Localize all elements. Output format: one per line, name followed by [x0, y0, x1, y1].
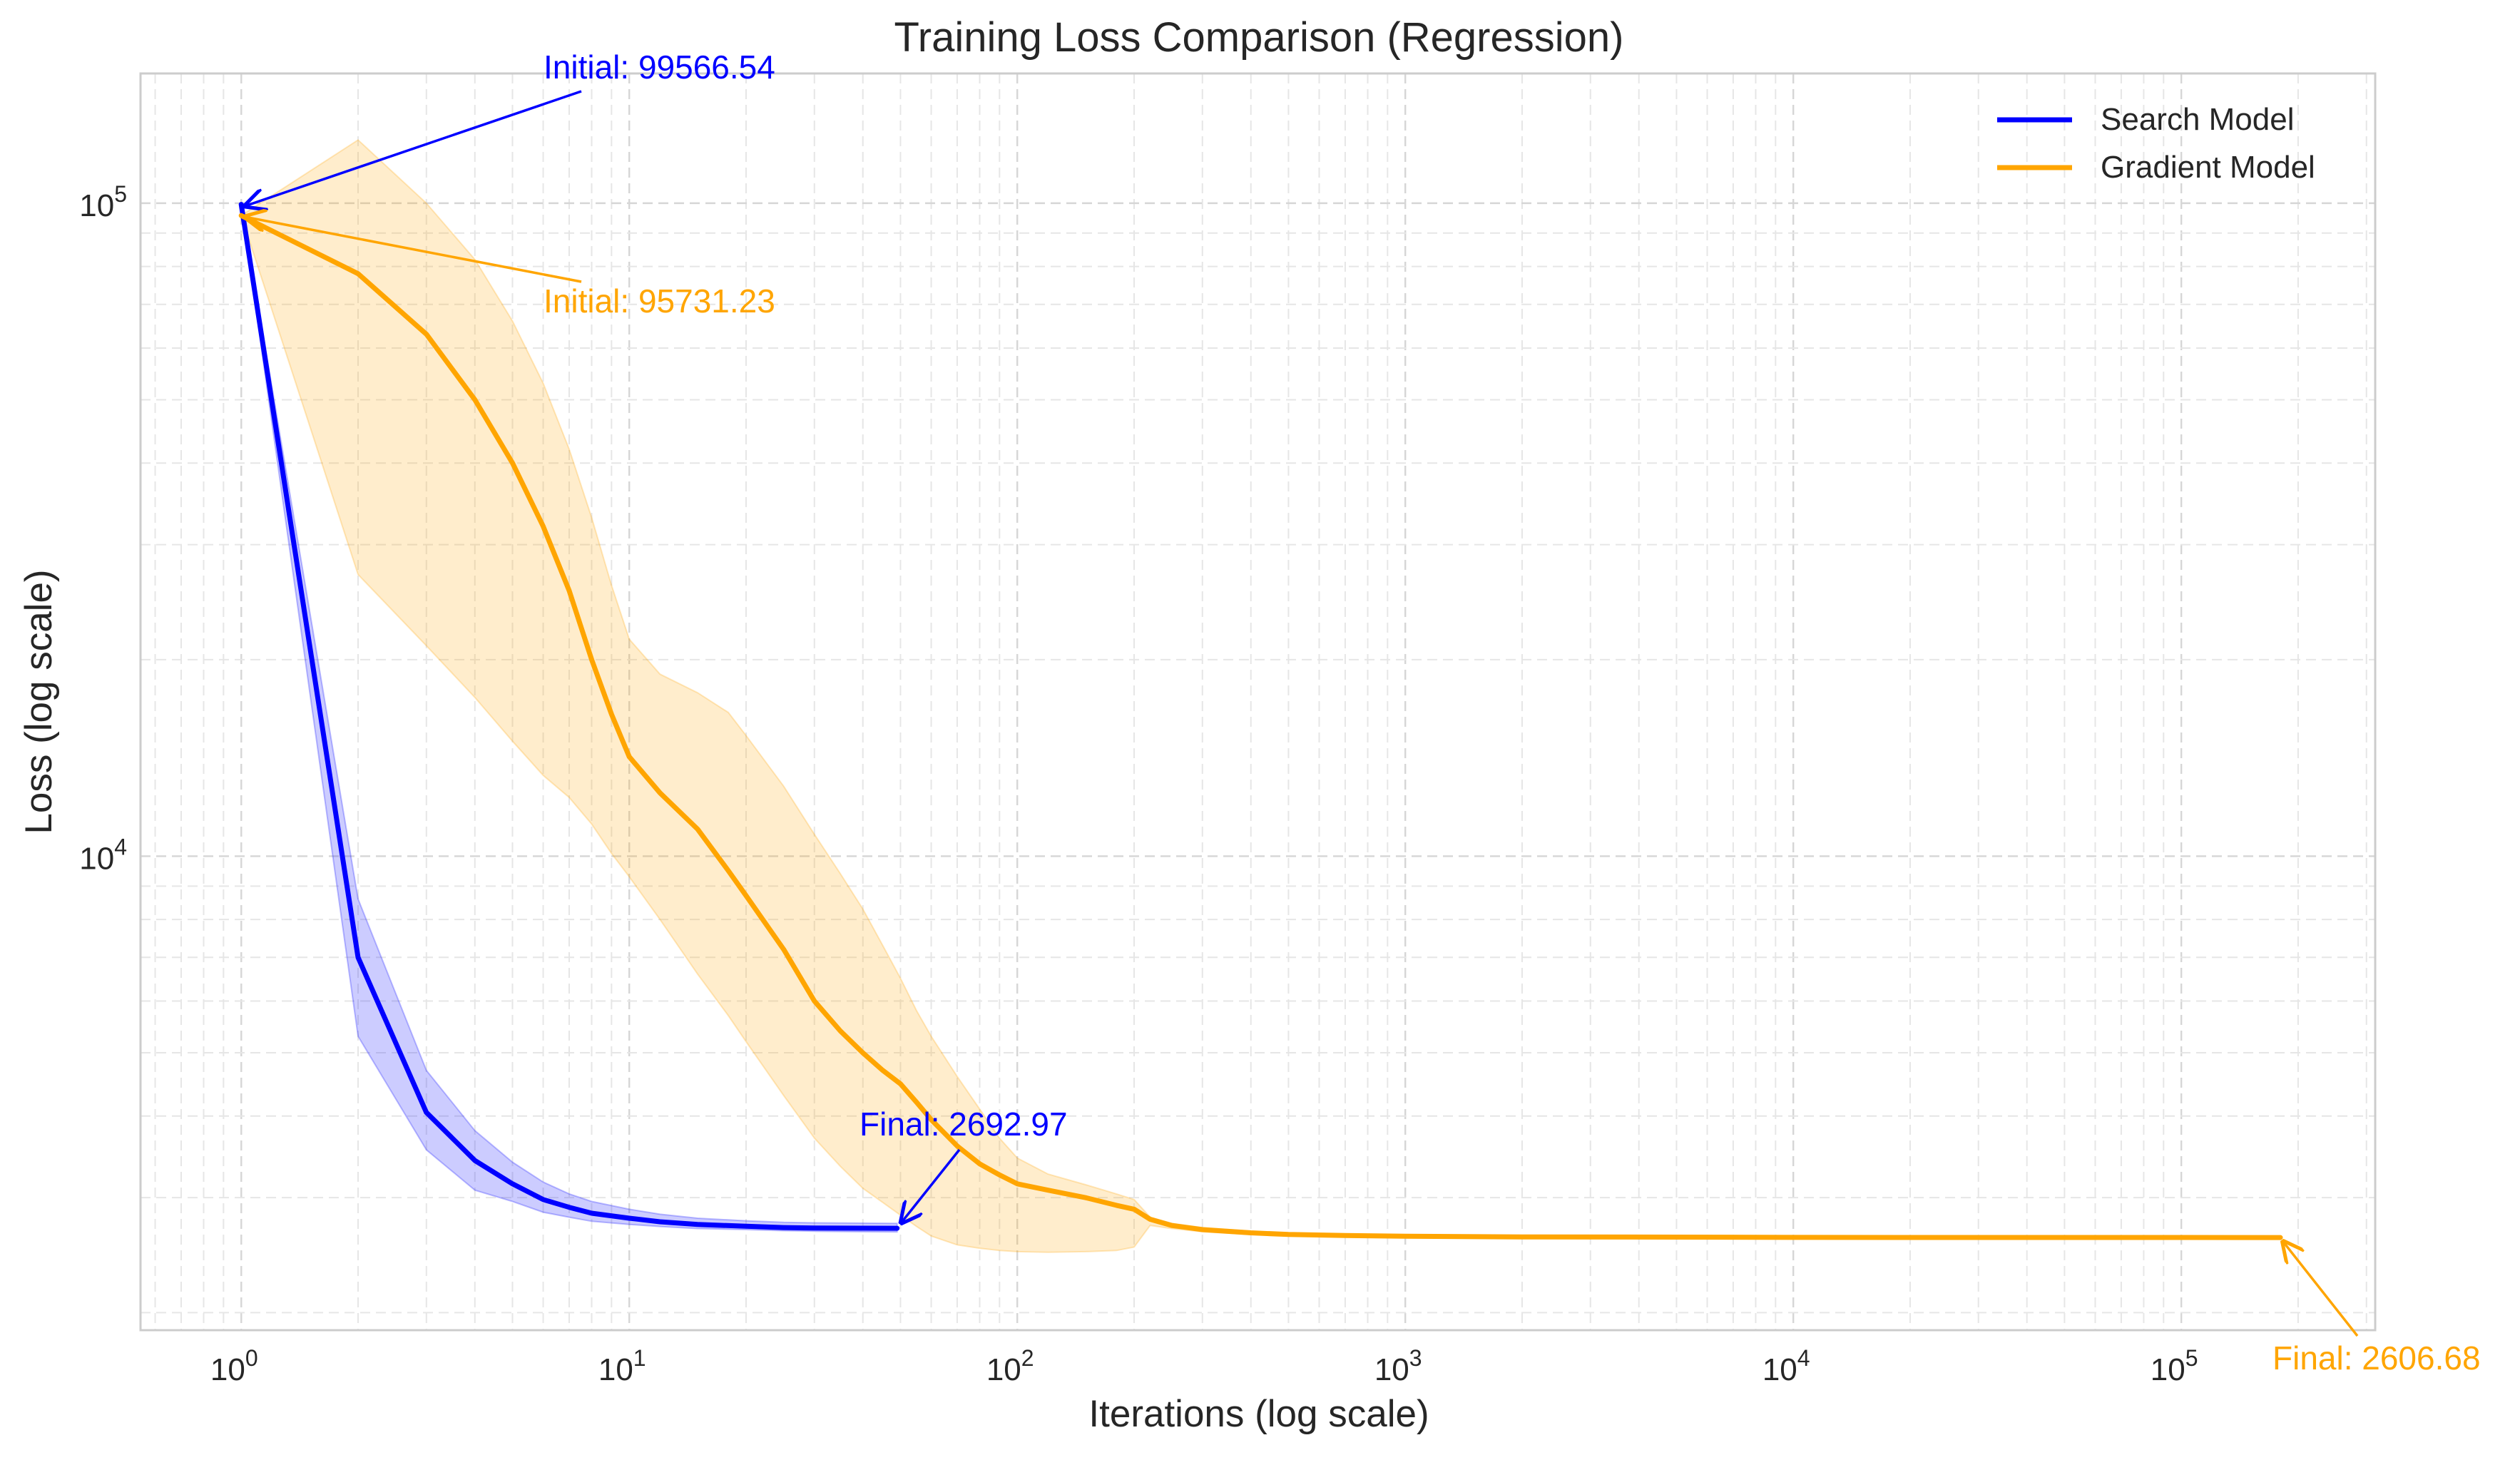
annotations: Initial: 99566.54 Initial: 95731.23 Final:…: [245, 49, 2481, 1377]
legend: Search Model Gradient Model: [1997, 102, 2315, 185]
x-tick-label: 103: [1374, 1345, 1422, 1387]
data-series: [238, 138, 2283, 1253]
y-axis-label: Loss (log scale): [18, 569, 60, 834]
annotation-label-gradient: Final: 2606.68: [2272, 1339, 2481, 1377]
annotation-arrow: [2283, 1242, 2359, 1337]
y-tick-label: 105: [79, 181, 127, 223]
x-tick-label: 105: [2151, 1345, 2198, 1387]
x-tick-label: 104: [1763, 1345, 1810, 1387]
search-model-line: [238, 202, 900, 1231]
x-axis-label: Iterations (log scale): [1088, 1393, 1429, 1435]
legend-label-gradient-model: Gradient Model: [2101, 150, 2315, 185]
plot-area-frame: [139, 72, 2377, 1332]
annotation-label-search: Initial: 99566.54: [544, 49, 775, 86]
annotation-arrow: [902, 1148, 961, 1222]
grid-lines: [141, 73, 2375, 1330]
x-tick-label: 101: [598, 1345, 646, 1387]
gradient-model-line: [238, 213, 2283, 1240]
y-tick-label: 104: [79, 834, 127, 876]
legend-label-search-model: Search Model: [2101, 102, 2294, 137]
annotation-arrow: [245, 217, 582, 283]
annotation-label-search: Final: 2692.97: [859, 1106, 1068, 1143]
annotation-arrow: [245, 90, 582, 206]
x-tick-label: 100: [210, 1345, 258, 1387]
annotation-label-gradient: Initial: 95731.23: [544, 282, 775, 320]
tick-labels: 100 101 102 103 104 105 104 105: [79, 181, 2198, 1387]
x-tick-label: 102: [986, 1345, 1034, 1387]
chart-title: Training Loss Comparison (Regression): [894, 14, 1624, 61]
